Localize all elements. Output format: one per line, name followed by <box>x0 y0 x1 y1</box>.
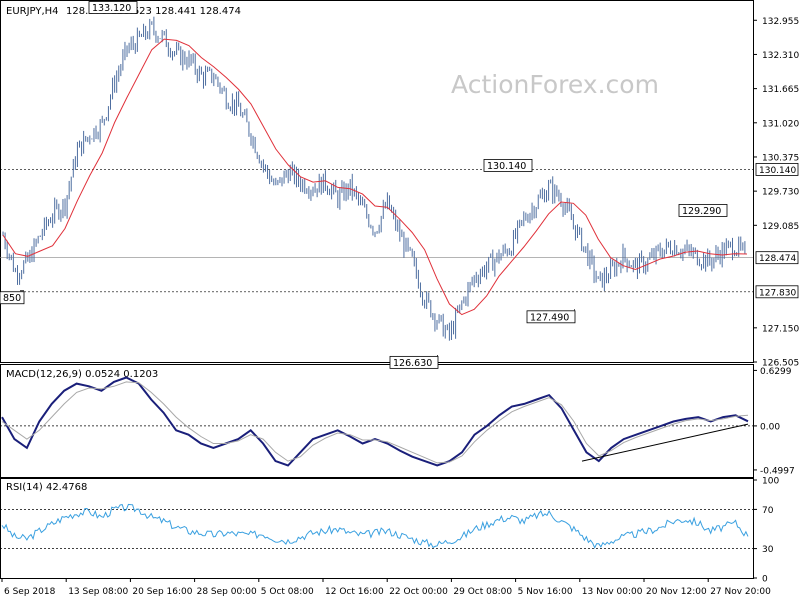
time-tick-label: 20 Sep 16:00 <box>132 587 192 597</box>
time-tick-label: 5 Nov 16:00 <box>518 587 573 597</box>
rsi-panel-frame <box>0 478 754 579</box>
rsi-tick-label: 100 <box>762 477 779 487</box>
annotation-box <box>0 291 25 305</box>
annotation-box <box>526 310 576 324</box>
macd-axis: 0.6299 0.00 -0.4997 <box>753 367 795 476</box>
time-tick-label: 13 Sep 08:00 <box>68 587 128 597</box>
macd-lines <box>0 376 753 467</box>
macd-tick-label: 0.6299 <box>760 367 792 377</box>
level-label-box <box>755 251 799 265</box>
price-tick-label: 132.310 <box>762 51 799 61</box>
price-annotations: 133.120 130.140 129.290 127.490 126.630 850 <box>0 1 728 369</box>
level-label-1: 127.830 <box>759 288 796 298</box>
time-tick-label: 27 Nov 20:00 <box>710 587 771 597</box>
level-label-box <box>755 163 799 176</box>
price-tick-label: 129.085 <box>762 222 799 232</box>
level-label-box <box>755 285 799 299</box>
rsi-tick-label: 70 <box>762 506 774 516</box>
price-levels <box>0 169 753 293</box>
price-tick-label: 126.505 <box>762 359 799 369</box>
time-tick-label: 29 Oct 08:00 <box>453 587 512 597</box>
rsi-tick-label: 0 <box>762 575 768 585</box>
annotation-label-4: 126.630 <box>393 358 432 369</box>
annotation-label-2: 129.290 <box>682 206 721 217</box>
price-axis: 132.955 132.310 131.665 131.020 130.375 129.7… <box>753 17 799 369</box>
macd-line <box>1 376 749 467</box>
rsi-tick-label: 30 <box>762 545 774 555</box>
rsi-line <box>0 503 753 549</box>
time-tick-label: 12 Oct 16:00 <box>325 587 384 597</box>
price-panel-frame <box>0 0 754 363</box>
price-tick-label: 131.020 <box>762 119 799 129</box>
price-tick-label: 130.375 <box>762 153 799 163</box>
rsi-line-path <box>1 503 749 549</box>
price-tick-label: 131.665 <box>762 85 799 95</box>
price-candles <box>2 16 746 341</box>
annotation-label-1: 130.140 <box>487 161 526 172</box>
annotation-box <box>88 1 138 14</box>
price-tick-label: 129.730 <box>762 188 799 198</box>
rsi-axis: 100 70 30 0 <box>753 477 779 585</box>
annotation-box <box>389 355 439 369</box>
annotation-box <box>483 159 533 172</box>
annotation-label-0: 133.120 <box>92 3 131 14</box>
time-tick-label: 5 Oct 08:00 <box>261 587 314 597</box>
macd-title: MACD(12,26,9) 0.0524 0.1203 <box>6 369 158 380</box>
time-tick-label: 22 Oct 00:00 <box>389 587 448 597</box>
rsi-title: RSI(14) 42.4768 <box>6 482 87 493</box>
symbol-label: EURJPY,H4 <box>6 6 59 17</box>
time-tick-label: 20 Nov 12:00 <box>646 587 707 597</box>
time-tick-label: 13 Nov 00:00 <box>582 587 643 597</box>
level-label-2: 128.474 <box>759 254 796 264</box>
macd-panel-frame <box>0 364 754 478</box>
level-label-0: 130.140 <box>759 166 796 176</box>
time-tick-label: 6 Sep 2018 <box>4 587 56 597</box>
annotation-label-3: 127.490 <box>530 312 569 323</box>
macd-signal-line <box>1 381 749 464</box>
time-axis: 6 Sep 2018 13 Sep 08:00 20 Sep 16:00 28 Sep… <box>1 578 771 597</box>
macd-tick-label: 0.00 <box>760 422 780 432</box>
time-tick-label: 28 Sep 00:00 <box>197 587 257 597</box>
price-tick-label: 127.150 <box>762 324 799 334</box>
macd-tick-label: -0.4997 <box>760 466 795 476</box>
moving-average-line <box>2 38 748 316</box>
ohlc-label: 128.578 128.623 128.441 128.474 <box>66 6 241 17</box>
price-tick-label: 132.955 <box>762 17 799 27</box>
watermark: ActionForex.com <box>451 70 659 99</box>
annotation-label-5: 850 <box>3 293 21 304</box>
annotation-box <box>678 204 728 217</box>
macd-trendline <box>581 423 749 462</box>
